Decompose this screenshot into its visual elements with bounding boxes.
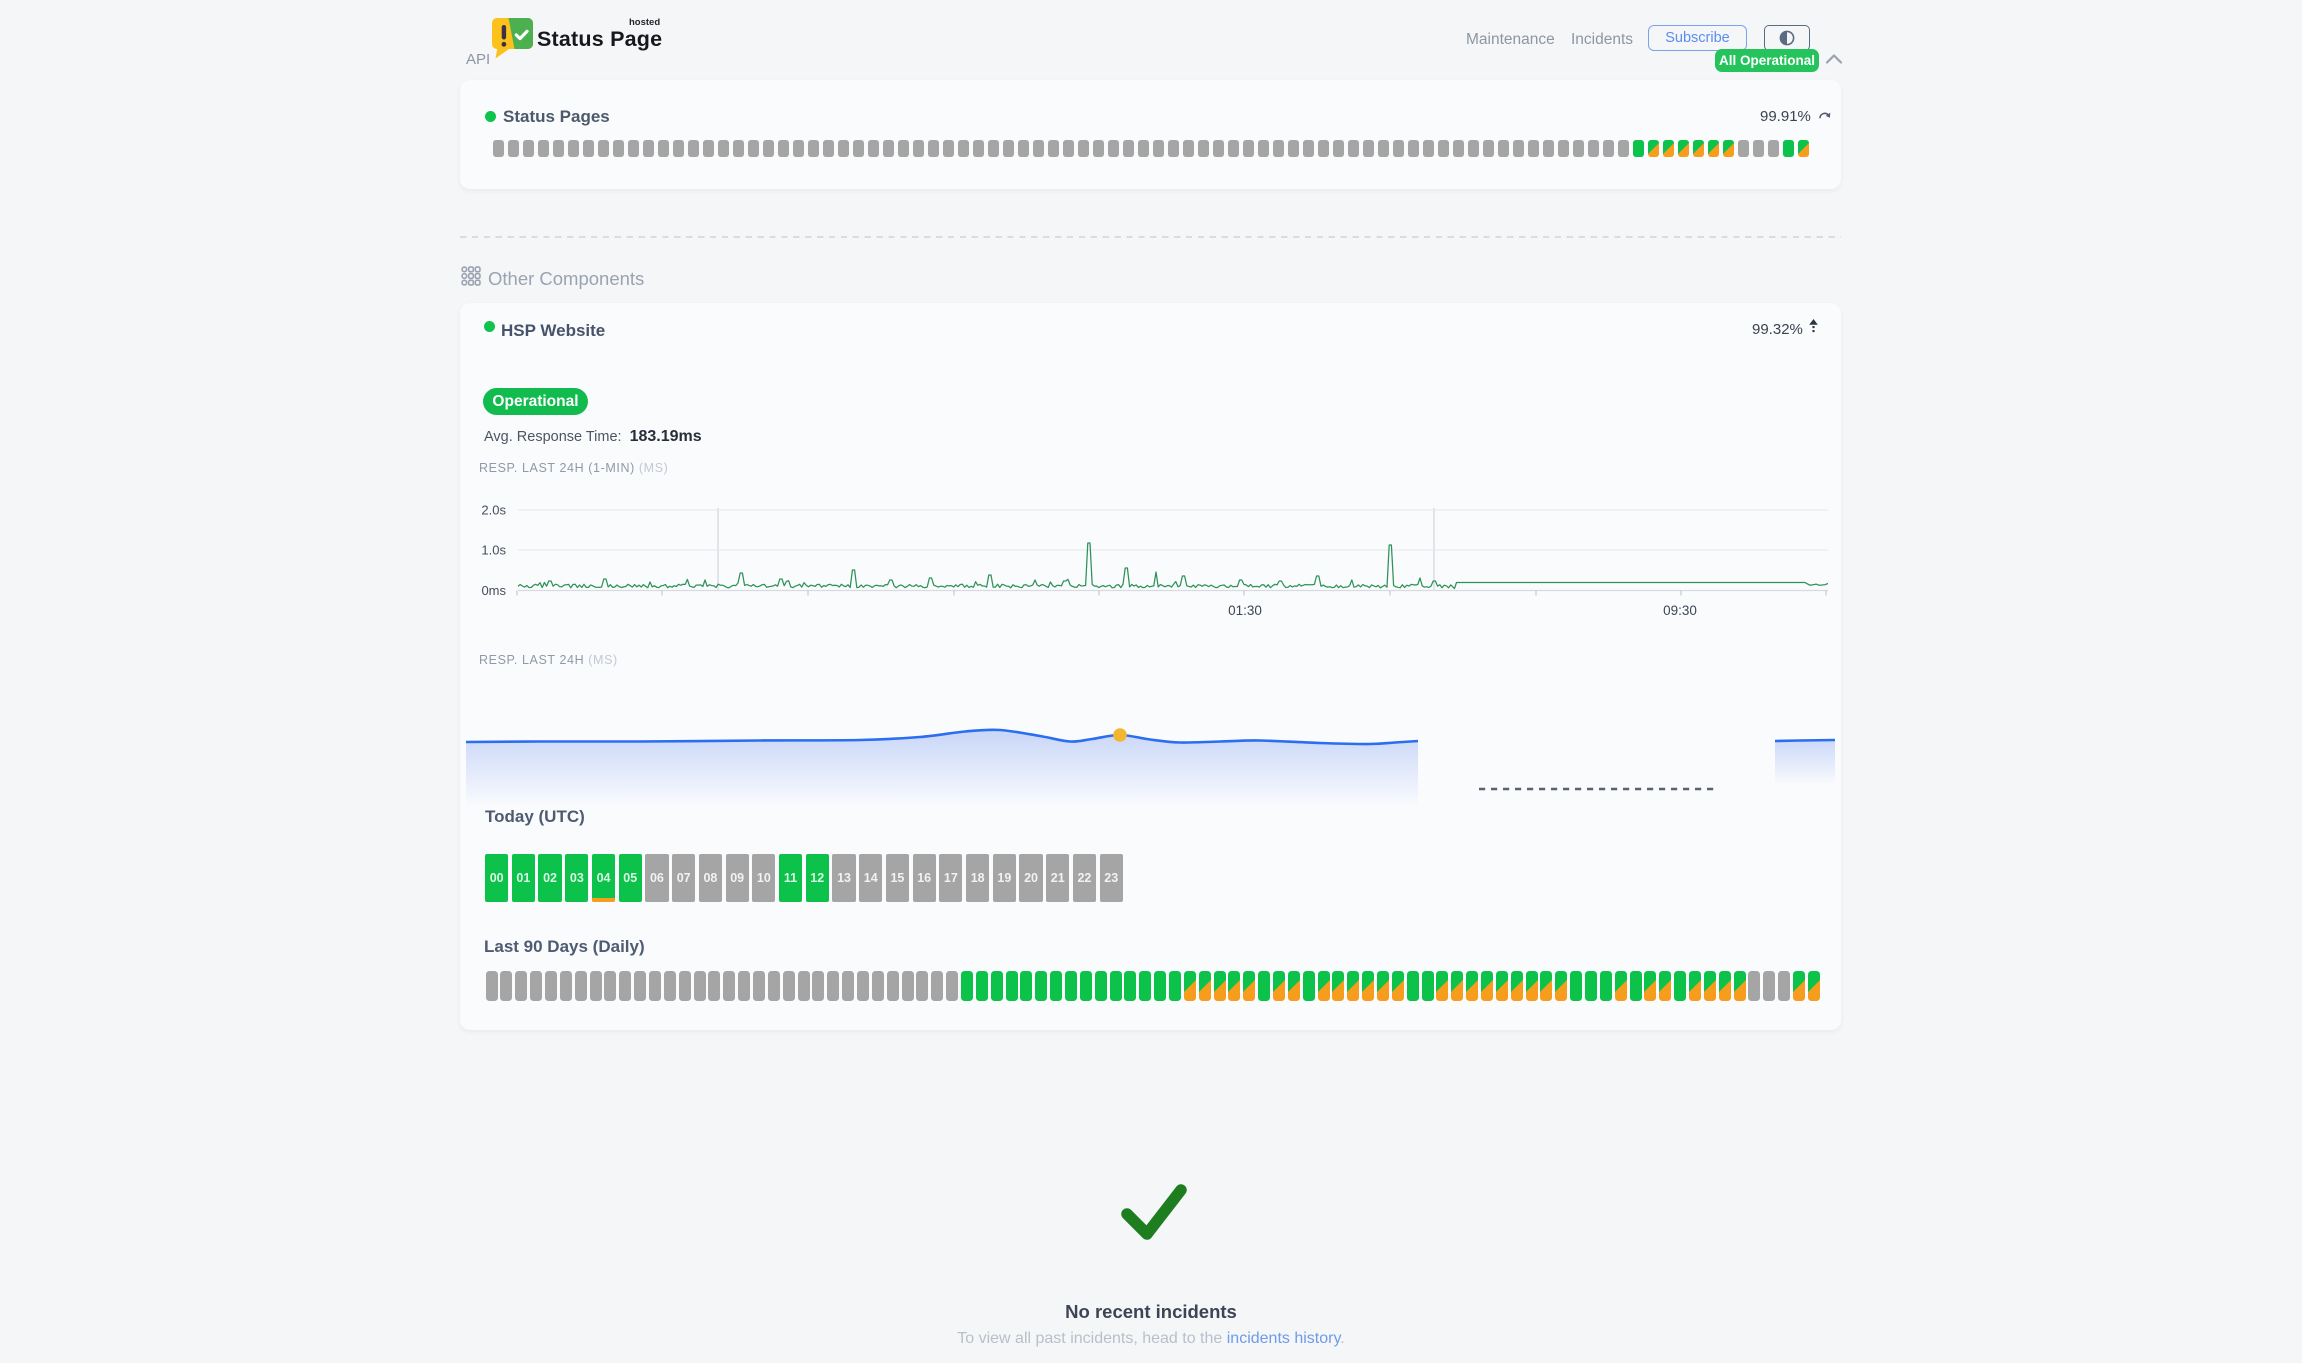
svg-text:0ms: 0ms bbox=[481, 583, 506, 598]
svg-text:2.0s: 2.0s bbox=[481, 503, 506, 518]
svg-text:1.0s: 1.0s bbox=[481, 543, 506, 558]
svg-text:09:30: 09:30 bbox=[1663, 603, 1697, 618]
svg-text:01:30: 01:30 bbox=[1228, 603, 1262, 618]
